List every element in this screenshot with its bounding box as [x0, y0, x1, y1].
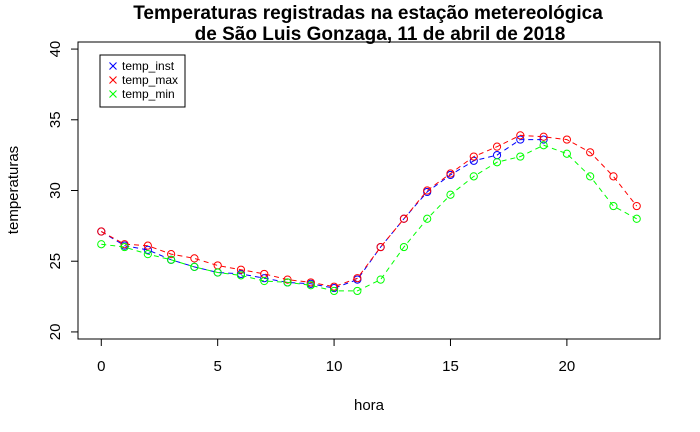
data-point — [469, 152, 478, 161]
data-point — [329, 286, 339, 296]
data-point — [143, 250, 152, 259]
legend-marker — [109, 90, 117, 98]
data-point — [399, 214, 409, 223]
data-point — [260, 274, 269, 283]
legend-marker — [109, 62, 117, 70]
data-point — [143, 241, 152, 250]
x-tick-label: 0 — [97, 358, 105, 375]
legend-label: temp_min — [122, 87, 175, 101]
legend-label: temp_max — [122, 73, 178, 87]
series-temp_inst — [97, 135, 548, 293]
x-axis: 0 5 10 15 20 — [97, 338, 576, 375]
y-axis: 20 25 30 35 40 — [47, 41, 79, 341]
data-point — [539, 132, 548, 141]
legend-marker — [109, 76, 117, 84]
data-point — [353, 286, 362, 296]
data-point — [260, 276, 269, 286]
data-point — [446, 190, 455, 199]
series-layer — [97, 131, 641, 296]
data-point — [632, 214, 641, 223]
data-point — [609, 172, 618, 181]
y-tick-label: 30 — [47, 182, 64, 199]
legend-item: temp_inst — [109, 59, 175, 73]
x-tick-label: 5 — [214, 358, 222, 375]
data-point — [562, 149, 571, 158]
series-temp_max — [97, 131, 641, 291]
data-point — [539, 141, 548, 150]
data-point — [492, 142, 502, 151]
data-point — [283, 275, 292, 284]
series-temp_min — [97, 141, 641, 296]
data-point — [283, 278, 292, 287]
legend-item: temp_max — [109, 73, 178, 87]
data-point — [586, 148, 595, 157]
x-tick-label: 15 — [442, 358, 459, 375]
data-point — [609, 201, 618, 211]
series-line — [101, 144, 637, 292]
data-point — [306, 281, 315, 290]
data-point — [586, 172, 595, 181]
data-point — [399, 242, 409, 252]
data-point — [516, 131, 525, 140]
data-point — [190, 262, 199, 271]
x-tick-label: 10 — [326, 358, 343, 375]
data-point — [120, 240, 129, 249]
data-point — [329, 282, 339, 291]
data-point — [306, 278, 315, 287]
data-point — [260, 269, 269, 279]
data-point — [446, 169, 455, 178]
data-point — [539, 135, 548, 144]
data-point — [97, 240, 106, 249]
chart-subtitle: de São Luis Gonzaga, 11 de abril de 2018 — [195, 24, 566, 45]
data-point — [143, 245, 152, 254]
y-tick-label: 20 — [47, 324, 64, 341]
data-point — [236, 271, 246, 280]
data-point — [213, 268, 222, 277]
legend-item: temp_min — [109, 87, 175, 101]
data-point — [97, 227, 106, 236]
data-point — [632, 201, 641, 211]
data-point — [423, 214, 432, 223]
data-point — [190, 254, 199, 263]
data-point — [376, 242, 385, 252]
legend-label: temp_inst — [122, 59, 175, 73]
data-point — [236, 265, 246, 274]
chart-title: Temperaturas registradas na estação mete… — [133, 3, 603, 24]
data-point — [492, 158, 502, 167]
x-axis-label: hora — [354, 397, 385, 414]
data-point — [353, 274, 362, 283]
data-point — [167, 250, 176, 259]
y-tick-label: 25 — [47, 253, 64, 270]
y-tick-label: 40 — [47, 41, 64, 58]
data-point — [120, 242, 129, 252]
y-axis-label: temperaturas — [5, 146, 22, 234]
data-point — [423, 186, 432, 195]
data-point — [516, 135, 525, 144]
data-point — [213, 261, 222, 270]
series-line — [101, 134, 638, 288]
data-point — [516, 152, 525, 161]
data-point — [376, 275, 385, 284]
data-point — [562, 135, 571, 144]
data-point — [167, 255, 176, 264]
data-point — [469, 172, 478, 181]
x-tick-label: 20 — [559, 358, 576, 375]
y-tick-label: 35 — [47, 111, 64, 128]
